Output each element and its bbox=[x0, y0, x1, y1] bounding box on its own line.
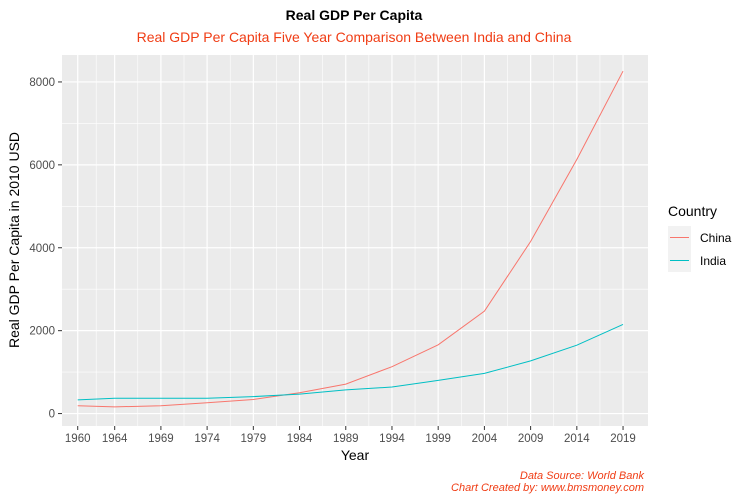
chart-title: Real GDP Per Capita bbox=[286, 7, 423, 23]
legend: Country China India bbox=[668, 203, 732, 272]
plot-panel bbox=[62, 55, 648, 426]
x-tick-label: 1984 bbox=[287, 433, 313, 445]
minor-gridlines bbox=[62, 55, 648, 426]
y-tick-label: 4000 bbox=[29, 243, 55, 255]
x-tick-label: 1964 bbox=[102, 433, 128, 445]
x-tick-label: 1979 bbox=[241, 433, 267, 445]
y-axis-title: Real GDP Per Capita in 2010 USD bbox=[6, 132, 22, 348]
series-line-india bbox=[77, 323, 624, 401]
major-gridlines bbox=[62, 55, 648, 426]
x-tick-label: 2014 bbox=[564, 433, 590, 445]
y-axis-ticks: 0 2000 4000 6000 8000 bbox=[29, 77, 62, 421]
series-line-china bbox=[77, 70, 624, 408]
caption-created-by: Chart Created by: www.bmsmoney.com bbox=[451, 482, 644, 494]
x-tick-label: 2004 bbox=[472, 433, 498, 445]
x-tick-label: 2019 bbox=[610, 433, 636, 445]
y-tick-label: 2000 bbox=[29, 326, 55, 338]
legend-label-india: India bbox=[700, 254, 726, 268]
series-lines bbox=[77, 70, 624, 408]
x-tick-label: 1989 bbox=[333, 433, 359, 445]
legend-label-china: China bbox=[700, 231, 732, 245]
x-tick-label: 1999 bbox=[425, 433, 451, 445]
x-tick-label: 1974 bbox=[194, 433, 220, 445]
legend-title: Country bbox=[668, 203, 717, 219]
caption-data-source: Data Source: World Bank bbox=[520, 470, 645, 482]
x-tick-label: 1969 bbox=[148, 433, 174, 445]
x-tick-label: 1960 bbox=[65, 433, 91, 445]
x-axis-ticks: 1960 1964 1969 1974 1979 1984 1989 1994 1999 2004… bbox=[65, 426, 636, 445]
chart-subtitle: Real GDP Per Capita Five Year Comparison… bbox=[137, 29, 572, 45]
x-axis-title: Year bbox=[341, 447, 370, 463]
y-tick-label: 6000 bbox=[29, 160, 55, 172]
x-tick-label: 1994 bbox=[379, 433, 405, 445]
x-tick-label: 2009 bbox=[518, 433, 544, 445]
y-tick-label: 0 bbox=[49, 409, 55, 421]
y-tick-label: 8000 bbox=[29, 77, 55, 89]
